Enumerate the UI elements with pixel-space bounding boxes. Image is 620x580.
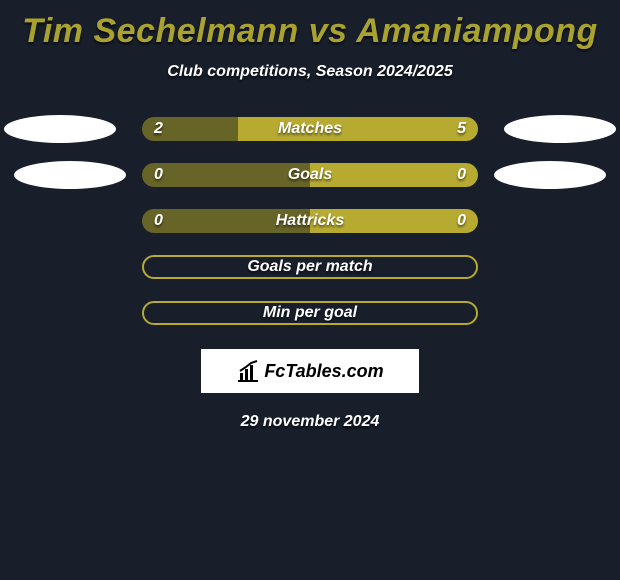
date-text: 29 november 2024: [241, 413, 380, 431]
stat-label: Goals per match: [144, 257, 476, 277]
stat-row-goals: 0 Goals 0: [0, 163, 620, 187]
stat-row-hattricks: 0 Hattricks 0: [0, 209, 620, 233]
page-title: Tim Sechelmann vs Amaniampong: [22, 12, 598, 51]
player2-badge: [494, 161, 606, 189]
stat-row-min-per-goal: Min per goal: [0, 301, 620, 325]
stat-bar-right: [310, 163, 478, 187]
page-subtitle: Club competitions, Season 2024/2025: [167, 63, 452, 81]
player1-badge: [14, 161, 126, 189]
stat-bar-left: [142, 117, 238, 141]
stat-bar-left: [142, 163, 310, 187]
stat-bar-min-per-goal: Min per goal: [142, 301, 478, 325]
stat-bar-hattricks: 0 Hattricks 0: [142, 209, 478, 233]
stat-label: Min per goal: [144, 303, 476, 323]
stat-bar-goals-per-match: Goals per match: [142, 255, 478, 279]
player2-badge: [504, 115, 616, 143]
stat-bar-matches: 2 Matches 5: [142, 117, 478, 141]
brand-box[interactable]: FcTables.com: [201, 349, 419, 393]
stats-container: 2 Matches 5 0 Goals 0 0 Hattricks: [0, 117, 620, 325]
stat-row-goals-per-match: Goals per match: [0, 255, 620, 279]
stat-bar-right: [310, 209, 478, 233]
stat-bar-left: [142, 209, 310, 233]
stat-bar-goals: 0 Goals 0: [142, 163, 478, 187]
stat-row-matches: 2 Matches 5: [0, 117, 620, 141]
player1-badge: [4, 115, 116, 143]
bar-chart-icon: [236, 359, 260, 383]
brand-text: FcTables.com: [264, 361, 383, 382]
stat-bar-right: [238, 117, 478, 141]
page-root: Tim Sechelmann vs Amaniampong Club compe…: [0, 0, 620, 580]
